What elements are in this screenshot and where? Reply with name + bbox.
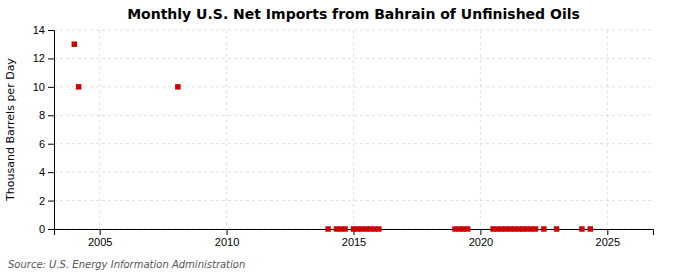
x-tick: 2015 xyxy=(342,229,366,248)
y-tick-mark xyxy=(48,229,54,230)
y-tick: 0 xyxy=(39,223,54,235)
points xyxy=(72,41,593,231)
x-tick-mark xyxy=(480,229,481,235)
x-grid-line xyxy=(226,30,227,229)
y-grid-line xyxy=(54,172,653,173)
y-grid-line xyxy=(54,58,653,59)
y-tick-label: 10 xyxy=(33,81,45,93)
y-tick-label: 2 xyxy=(39,195,45,207)
point xyxy=(72,41,77,46)
y-axis-line xyxy=(48,31,55,230)
point xyxy=(554,226,559,231)
x-axis: 2005 2010 2015 2020 2025 xyxy=(55,229,654,248)
x-tick: 2010 xyxy=(215,229,239,248)
chart-container: 2005 2010 2015 2020 2025 0 2 4 6 8 10 12 14 Monthly U… xyxy=(0,0,675,275)
y-tick: 4 xyxy=(39,166,54,178)
x-tick-label: 2010 xyxy=(215,236,239,248)
y-tick-mark xyxy=(48,201,54,202)
point xyxy=(175,84,180,89)
y-tick-mark xyxy=(48,30,54,31)
x-tick-label: 2015 xyxy=(342,236,366,248)
y-tick-mark xyxy=(48,144,54,145)
y-tick-mark xyxy=(48,115,54,116)
y-tick-label: 0 xyxy=(39,223,45,235)
y-tick-label: 14 xyxy=(33,24,45,36)
x-tick: 2005 xyxy=(88,229,112,248)
x-tick-label: 2005 xyxy=(88,236,112,248)
y-tick: 14 xyxy=(33,24,54,36)
y-tick: 2 xyxy=(39,195,54,207)
y-axis-title: Thousand Barrels per Day xyxy=(4,58,17,202)
x-tick: 2025 xyxy=(596,229,620,248)
x-grid-line xyxy=(99,30,100,229)
y-tick-label: 6 xyxy=(39,138,45,150)
point xyxy=(588,226,593,231)
y-tick: 6 xyxy=(39,138,54,150)
point xyxy=(76,84,81,89)
x-tick-mark xyxy=(100,229,101,235)
x-tick-mark xyxy=(227,229,228,235)
y-tick-mark xyxy=(48,87,54,88)
grid xyxy=(54,30,653,229)
y-tick-label: 12 xyxy=(33,52,45,64)
point xyxy=(465,226,470,231)
x-grid-line xyxy=(480,30,481,229)
x-tick-label: 2025 xyxy=(596,236,620,248)
x-grid-line xyxy=(353,30,354,229)
point xyxy=(533,226,538,231)
point xyxy=(325,226,330,231)
chart-svg: 2005 2010 2015 2020 2025 0 2 4 6 8 10 12 14 Monthly U… xyxy=(0,0,675,275)
y-tick: 10 xyxy=(33,81,54,93)
title: Monthly U.S. Net Imports from Bahrain of… xyxy=(127,6,580,22)
point xyxy=(342,226,347,231)
x-tick-label: 2020 xyxy=(469,236,493,248)
y-tick: 8 xyxy=(39,109,54,121)
y-tick-label: 4 xyxy=(39,166,45,178)
y-axis: 0 2 4 6 8 10 12 14 xyxy=(33,24,55,235)
point xyxy=(376,226,381,231)
point xyxy=(579,226,584,231)
y-tick-label: 8 xyxy=(39,109,45,121)
x-tick-mark xyxy=(607,229,608,235)
y-tick: 12 xyxy=(33,52,54,64)
y-tick-mark xyxy=(48,58,54,59)
x-grid-line xyxy=(607,30,608,229)
point xyxy=(541,226,546,231)
source-note: Source: U.S. Energy Information Administ… xyxy=(8,259,245,270)
y-tick-mark xyxy=(48,172,54,173)
x-tick: 2020 xyxy=(469,229,493,248)
